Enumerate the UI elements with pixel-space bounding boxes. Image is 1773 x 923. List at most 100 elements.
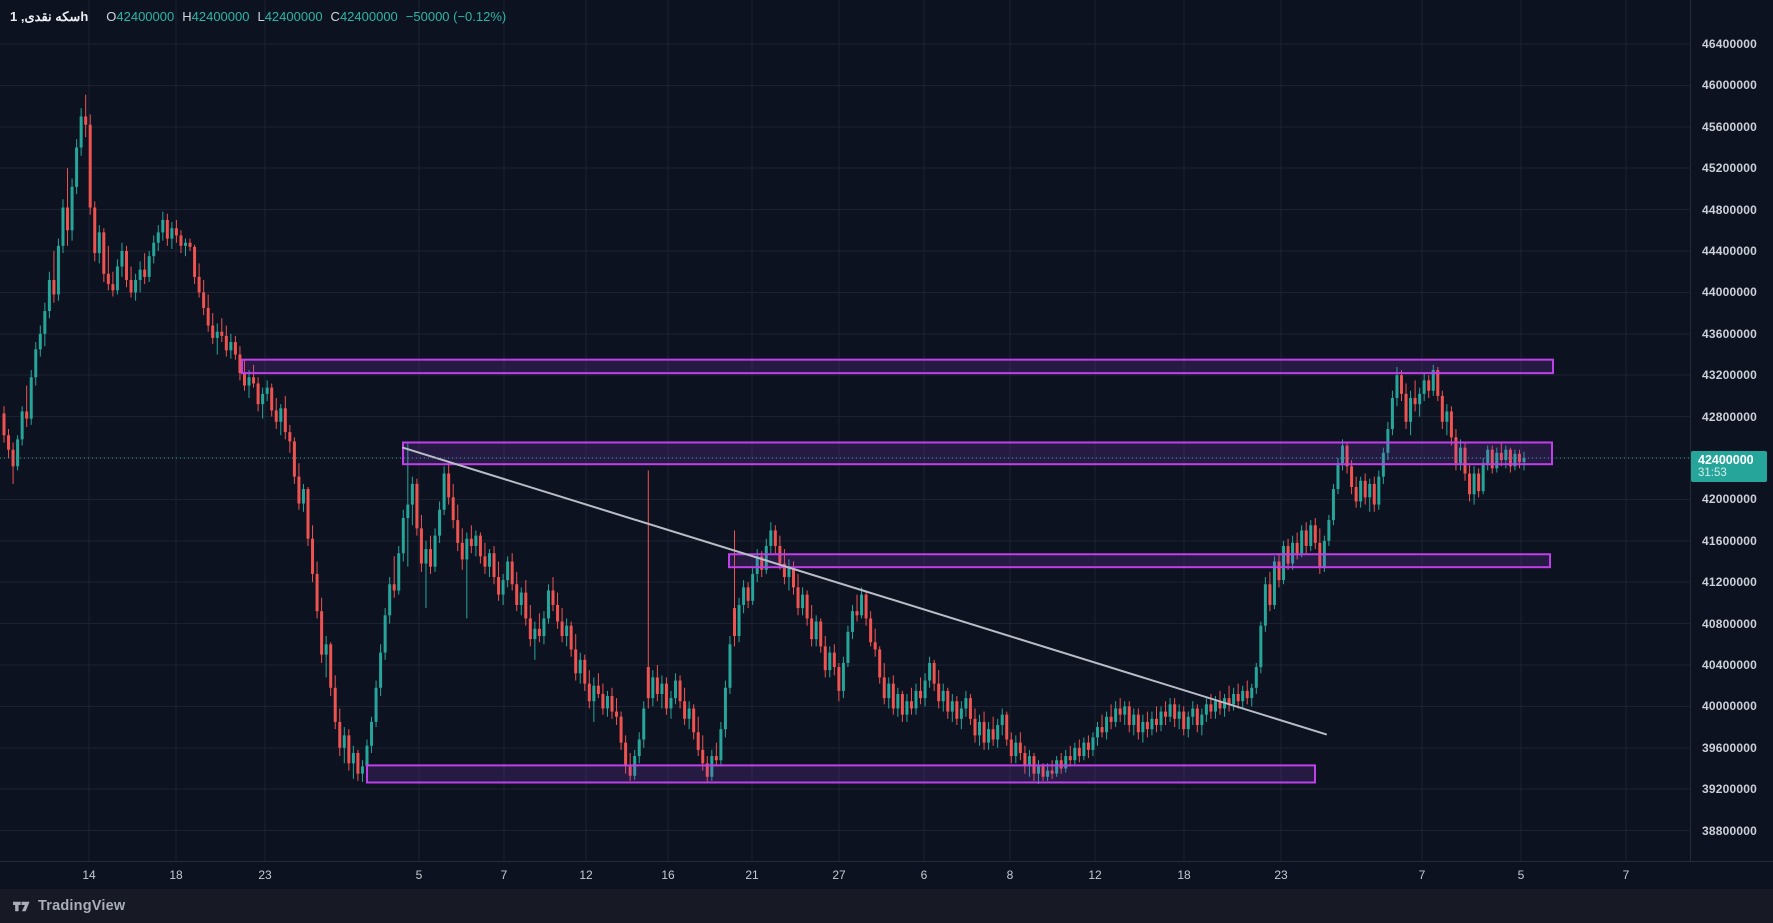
candle-body — [229, 342, 233, 351]
candle-body — [1037, 766, 1041, 774]
candle-body — [1100, 727, 1104, 733]
candle-body — [1177, 711, 1181, 719]
candle-body — [265, 387, 269, 394]
candle-body — [773, 530, 777, 546]
candle-body — [442, 473, 446, 510]
candle-body — [1150, 718, 1154, 730]
tradingview-logo-icon[interactable] — [12, 897, 31, 916]
candle-body — [220, 331, 224, 336]
candlestick-chart[interactable] — [0, 0, 1690, 861]
candle-body — [791, 566, 795, 588]
trendline-drawing[interactable] — [402, 446, 1327, 736]
candle-body — [660, 683, 664, 694]
candle-body — [1136, 714, 1140, 733]
candle-body — [84, 116, 88, 125]
candle-body — [692, 708, 696, 733]
candle-body — [224, 335, 228, 351]
time-axis-label: 7 — [1622, 868, 1630, 882]
time-axis-label: 23 — [1274, 868, 1288, 882]
candle-body — [1009, 739, 1013, 757]
candle-body — [533, 628, 537, 640]
candle-body — [34, 349, 38, 378]
price-axis-label: 44800000 — [1702, 202, 1757, 217]
candle-body — [1377, 476, 1381, 505]
price-axis-label: 43200000 — [1702, 368, 1757, 383]
symbol-title[interactable]: سکه نقدی, 1 — [10, 9, 81, 24]
candle-body — [506, 561, 510, 581]
price-axis-label: 44400000 — [1702, 244, 1757, 258]
bar-countdown: 31:53 — [1698, 467, 1727, 479]
candle-body — [1282, 545, 1286, 581]
candle-body — [501, 580, 505, 595]
candle-body — [669, 698, 673, 709]
symbol-timeframe[interactable]: h — [80, 9, 89, 24]
candle-body — [619, 716, 623, 743]
candle-body — [1241, 690, 1245, 702]
candle-body — [896, 693, 900, 709]
time-axis-label: 21 — [745, 868, 759, 882]
price-axis-label: 43600000 — [1702, 326, 1757, 341]
candle-body — [1254, 667, 1258, 688]
candle-body — [1386, 429, 1390, 453]
candle-body — [497, 577, 501, 595]
candle-body — [1018, 742, 1022, 753]
candle-body — [360, 766, 364, 774]
candle-body — [1454, 437, 1458, 464]
candle-body — [474, 535, 478, 546]
tradingview-watermark[interactable]: TradingView — [38, 898, 126, 914]
candle-body — [1082, 742, 1086, 757]
candle-body — [478, 535, 482, 557]
candle-body — [578, 659, 582, 674]
candle-body — [510, 561, 514, 585]
candle-body — [233, 342, 237, 355]
candle-body — [855, 611, 859, 616]
candle-body — [211, 325, 215, 338]
open-label: O — [106, 9, 117, 24]
price-axis-label: 42000000 — [1702, 492, 1757, 507]
candle-body — [873, 642, 877, 650]
candle-body — [1431, 370, 1435, 391]
candle-body — [1440, 395, 1444, 422]
candle-body — [88, 124, 92, 208]
current-price-label: 42400000 31:53 — [1691, 451, 1767, 482]
price-axis-label: 39200000 — [1702, 782, 1757, 797]
candle-body — [1517, 453, 1521, 463]
candle-body — [66, 207, 70, 231]
candle-body — [429, 549, 433, 567]
candle-body — [365, 745, 369, 767]
time-axis[interactable]: 14 18 23 5 7 12 16 21 27 6 8 12 18 23 7 5 7 — [0, 861, 1773, 889]
candle-body — [810, 618, 814, 640]
candle-body — [1091, 737, 1095, 750]
close-label: C — [330, 9, 340, 24]
price-axis-label: 45200000 — [1702, 161, 1757, 176]
supply-demand-zone[interactable] — [728, 553, 1551, 569]
price-axis[interactable]: 42400000 31:53 46400000 46000000 45600000 4… — [1690, 0, 1773, 889]
candle-body — [1345, 445, 1349, 467]
supply-demand-zone[interactable] — [241, 358, 1554, 375]
candle-body — [1427, 380, 1431, 391]
candle-body — [828, 652, 832, 671]
candle-body — [75, 147, 79, 187]
candle-body — [737, 604, 741, 637]
candle-body — [769, 530, 773, 546]
candle-body — [651, 677, 655, 699]
candle-body — [723, 687, 727, 730]
candle-body — [460, 542, 464, 560]
candle-body — [524, 592, 528, 619]
candle-body — [170, 228, 174, 239]
candle-body — [129, 279, 133, 293]
candle-body — [1445, 411, 1449, 422]
candle-body — [914, 690, 918, 709]
supply-demand-zone[interactable] — [402, 441, 1553, 466]
candle-body — [202, 292, 206, 308]
time-axis-label: 5 — [1517, 868, 1525, 882]
candle-body — [1204, 704, 1208, 715]
candle-body — [805, 594, 809, 619]
candle-body — [1486, 449, 1490, 464]
candle-body — [596, 685, 600, 694]
supply-demand-zone[interactable] — [366, 764, 1316, 784]
high-label: H — [182, 9, 192, 24]
candle-body — [79, 116, 83, 148]
time-axis-label: 18 — [169, 868, 183, 882]
